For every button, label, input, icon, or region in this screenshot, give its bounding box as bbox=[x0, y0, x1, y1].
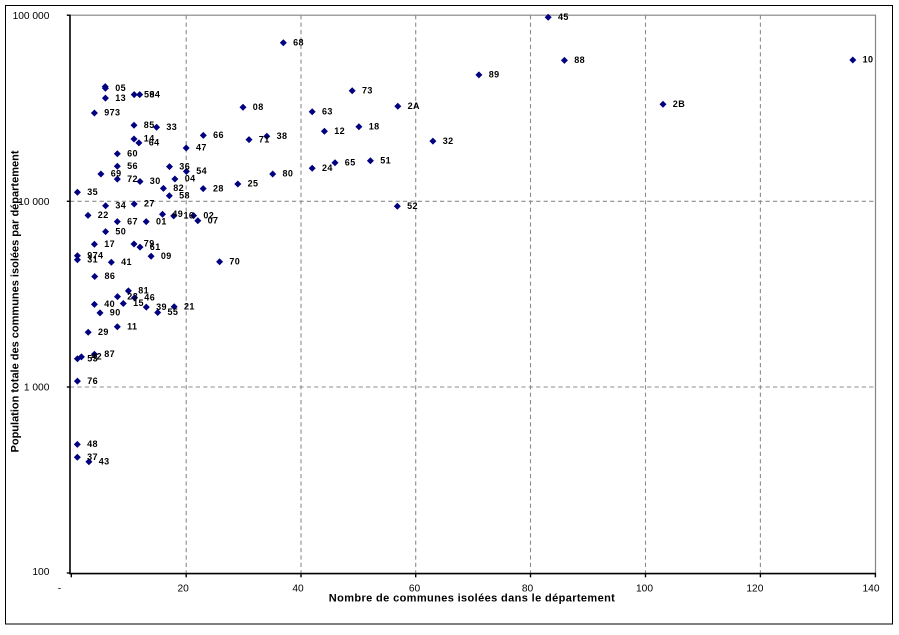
svg-text:100: 100 bbox=[636, 583, 653, 594]
svg-text:09: 09 bbox=[161, 251, 172, 261]
svg-text:80: 80 bbox=[522, 583, 534, 594]
svg-text:10: 10 bbox=[863, 55, 874, 65]
svg-text:01: 01 bbox=[156, 216, 167, 226]
svg-text:82: 82 bbox=[173, 183, 184, 193]
svg-text:79: 79 bbox=[144, 239, 155, 249]
svg-text:42: 42 bbox=[91, 352, 102, 362]
svg-text:-: - bbox=[58, 583, 61, 594]
svg-text:40: 40 bbox=[292, 583, 304, 594]
svg-text:25: 25 bbox=[248, 179, 259, 189]
svg-text:2B: 2B bbox=[673, 99, 685, 109]
svg-text:04: 04 bbox=[185, 174, 196, 184]
svg-text:53: 53 bbox=[87, 353, 98, 363]
svg-text:48: 48 bbox=[87, 439, 98, 449]
svg-text:27: 27 bbox=[144, 199, 155, 209]
svg-text:28: 28 bbox=[213, 183, 224, 193]
svg-text:17: 17 bbox=[104, 239, 115, 249]
svg-text:18: 18 bbox=[369, 121, 380, 131]
svg-text:02: 02 bbox=[203, 210, 214, 220]
svg-text:90: 90 bbox=[110, 308, 121, 318]
svg-text:51: 51 bbox=[380, 155, 391, 165]
svg-text:39: 39 bbox=[156, 302, 167, 312]
svg-text:974: 974 bbox=[87, 250, 103, 260]
svg-text:140: 140 bbox=[863, 583, 880, 594]
svg-text:13: 13 bbox=[115, 93, 126, 103]
svg-text:88: 88 bbox=[574, 55, 585, 65]
svg-text:55: 55 bbox=[168, 307, 179, 317]
svg-text:05: 05 bbox=[115, 83, 126, 93]
svg-text:50: 50 bbox=[115, 226, 126, 236]
svg-text:49: 49 bbox=[172, 209, 183, 219]
svg-text:73: 73 bbox=[362, 85, 373, 95]
svg-text:60: 60 bbox=[127, 149, 138, 159]
svg-text:40: 40 bbox=[104, 299, 115, 309]
svg-text:100: 100 bbox=[32, 567, 49, 578]
svg-text:80: 80 bbox=[283, 169, 294, 179]
svg-text:31: 31 bbox=[87, 254, 98, 264]
svg-text:85: 85 bbox=[144, 120, 155, 130]
svg-text:15: 15 bbox=[133, 298, 144, 308]
svg-text:30: 30 bbox=[150, 176, 161, 186]
svg-text:52: 52 bbox=[407, 201, 418, 211]
svg-text:76: 76 bbox=[87, 376, 98, 386]
svg-text:65: 65 bbox=[345, 158, 356, 168]
svg-text:07: 07 bbox=[208, 215, 219, 225]
svg-text:1 000: 1 000 bbox=[24, 382, 50, 393]
svg-text:58: 58 bbox=[179, 190, 190, 200]
svg-text:20: 20 bbox=[178, 583, 190, 594]
svg-text:86: 86 bbox=[105, 271, 116, 281]
svg-text:08: 08 bbox=[253, 102, 264, 112]
svg-text:45: 45 bbox=[558, 12, 569, 22]
svg-text:120: 120 bbox=[746, 583, 763, 594]
svg-text:Nombre de communes isolées dan: Nombre de communes isolées dans le dépar… bbox=[329, 592, 615, 604]
svg-text:38: 38 bbox=[277, 131, 288, 141]
svg-text:973: 973 bbox=[104, 108, 120, 118]
svg-text:71: 71 bbox=[259, 134, 270, 144]
svg-text:22: 22 bbox=[98, 210, 109, 220]
svg-text:67: 67 bbox=[127, 216, 138, 226]
svg-text:35: 35 bbox=[87, 187, 98, 197]
svg-text:100 000: 100 000 bbox=[13, 11, 50, 22]
svg-text:89: 89 bbox=[489, 70, 500, 80]
svg-text:10 000: 10 000 bbox=[18, 197, 49, 208]
svg-text:70: 70 bbox=[229, 257, 240, 267]
svg-text:41: 41 bbox=[121, 257, 132, 267]
svg-text:33: 33 bbox=[166, 122, 177, 132]
svg-text:46: 46 bbox=[144, 292, 155, 302]
svg-text:43: 43 bbox=[99, 457, 110, 467]
svg-text:32: 32 bbox=[443, 136, 454, 146]
svg-text:24: 24 bbox=[322, 163, 333, 173]
svg-text:34: 34 bbox=[115, 201, 126, 211]
svg-text:29: 29 bbox=[98, 327, 109, 337]
svg-text:36: 36 bbox=[179, 161, 190, 171]
svg-text:56: 56 bbox=[127, 161, 138, 171]
svg-text:59: 59 bbox=[144, 89, 155, 99]
svg-text:21: 21 bbox=[184, 301, 195, 311]
svg-text:12: 12 bbox=[334, 126, 345, 136]
svg-text:54: 54 bbox=[196, 166, 207, 176]
svg-text:37: 37 bbox=[87, 452, 98, 462]
svg-text:61: 61 bbox=[150, 242, 161, 252]
svg-text:11: 11 bbox=[127, 321, 137, 331]
svg-text:23: 23 bbox=[127, 291, 138, 301]
svg-text:87: 87 bbox=[104, 349, 115, 359]
svg-text:84: 84 bbox=[150, 89, 161, 99]
svg-text:66: 66 bbox=[213, 130, 224, 140]
svg-text:16: 16 bbox=[184, 211, 195, 221]
svg-text:47: 47 bbox=[196, 143, 207, 153]
svg-text:72: 72 bbox=[127, 174, 138, 184]
svg-text:63: 63 bbox=[322, 107, 333, 117]
svg-text:68: 68 bbox=[293, 37, 304, 47]
svg-text:60: 60 bbox=[409, 583, 421, 594]
svg-text:14: 14 bbox=[144, 134, 155, 144]
svg-text:64: 64 bbox=[149, 138, 160, 148]
svg-text:Population totale des communes: Population totale des communes isolées p… bbox=[9, 150, 21, 452]
svg-text:2A: 2A bbox=[408, 101, 420, 111]
svg-text:81: 81 bbox=[138, 286, 149, 296]
svg-text:69: 69 bbox=[111, 169, 122, 179]
